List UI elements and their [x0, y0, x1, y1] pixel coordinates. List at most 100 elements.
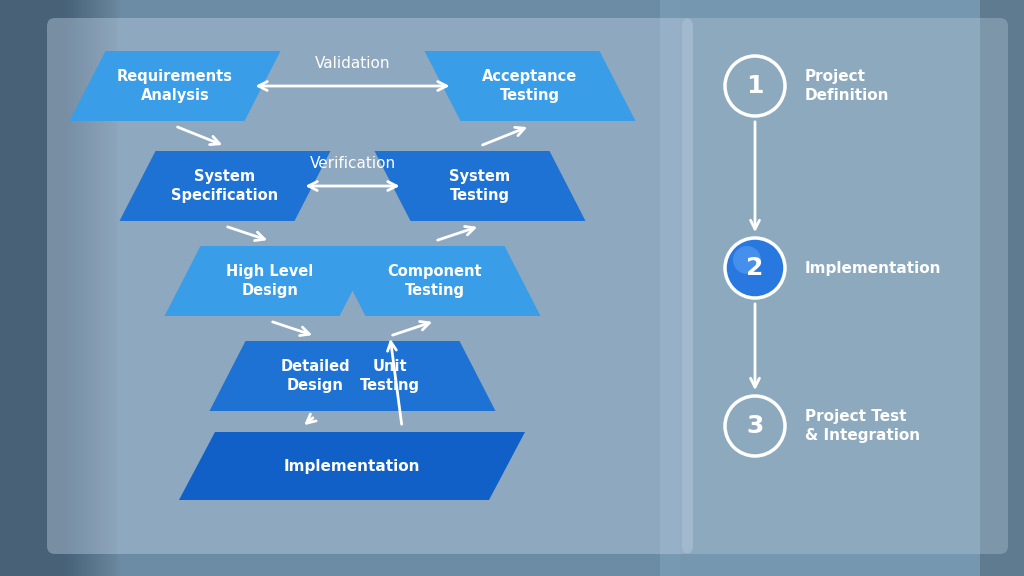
Bar: [0, 0, 76, 576]
Bar: [0, 0, 43, 576]
Bar: [0, 0, 2, 576]
Bar: [0, 0, 12, 576]
Bar: [0, 0, 36, 576]
Bar: [0, 0, 30, 576]
Bar: [0, 0, 5, 576]
Bar: [0, 0, 35, 576]
Bar: [0, 0, 59, 576]
Bar: [0, 0, 23, 576]
Bar: [0, 0, 119, 576]
Bar: [0, 0, 29, 576]
Bar: [0, 0, 96, 576]
Bar: [0, 0, 22, 576]
Bar: [0, 0, 86, 576]
Bar: [0, 0, 41, 576]
Bar: [0, 0, 94, 576]
Bar: [0, 0, 37, 576]
Bar: [0, 0, 69, 576]
Text: Implementation: Implementation: [284, 458, 420, 473]
Bar: [0, 0, 49, 576]
Bar: [0, 0, 83, 576]
Bar: [0, 0, 109, 576]
Text: Implementation: Implementation: [805, 260, 941, 275]
Bar: [0, 0, 120, 576]
Bar: [0, 0, 70, 576]
Bar: [0, 0, 16, 576]
Text: Unit
Testing: Unit Testing: [360, 359, 420, 393]
Text: 2: 2: [746, 256, 764, 280]
Bar: [0, 0, 19, 576]
Bar: [0, 0, 63, 576]
Bar: [0, 0, 39, 576]
Bar: [0, 0, 79, 576]
Bar: [0, 0, 81, 576]
Text: Detailed
Design: Detailed Design: [281, 359, 350, 393]
Text: Project
Definition: Project Definition: [805, 69, 890, 103]
Bar: [0, 0, 25, 576]
Bar: [0, 0, 90, 576]
Bar: [0, 0, 26, 576]
Bar: [0, 0, 60, 576]
Bar: [0, 0, 33, 576]
Polygon shape: [165, 246, 376, 316]
Bar: [0, 0, 18, 576]
Bar: [980, 0, 1024, 576]
Bar: [0, 0, 4, 576]
Polygon shape: [70, 51, 281, 121]
Bar: [0, 0, 52, 576]
Bar: [0, 0, 117, 576]
Bar: [0, 0, 47, 576]
Bar: [0, 0, 74, 576]
Bar: [0, 0, 56, 576]
Bar: [0, 0, 80, 576]
Polygon shape: [375, 151, 586, 221]
Bar: [0, 0, 46, 576]
Bar: [0, 0, 89, 576]
Circle shape: [733, 246, 761, 274]
Bar: [0, 0, 95, 576]
Bar: [0, 0, 91, 576]
Bar: [0, 0, 54, 576]
Bar: [660, 0, 1024, 576]
Text: High Level
Design: High Level Design: [226, 264, 313, 298]
Bar: [0, 0, 87, 576]
Bar: [0, 0, 53, 576]
Text: 3: 3: [746, 414, 764, 438]
Bar: [0, 0, 92, 576]
Bar: [0, 0, 11, 576]
Bar: [0, 0, 34, 576]
Bar: [0, 0, 100, 576]
Bar: [0, 0, 63, 576]
Bar: [0, 0, 77, 576]
Bar: [0, 0, 28, 576]
Bar: [0, 0, 112, 576]
Bar: [0, 0, 6, 576]
Text: System
Testing: System Testing: [450, 169, 511, 203]
Bar: [0, 0, 75, 576]
Bar: [0, 0, 113, 576]
Bar: [0, 0, 58, 576]
Polygon shape: [179, 432, 525, 500]
Bar: [0, 0, 45, 576]
Polygon shape: [330, 246, 541, 316]
Bar: [0, 0, 110, 576]
Text: Requirements
Analysis: Requirements Analysis: [117, 69, 233, 103]
Bar: [0, 0, 97, 576]
Polygon shape: [210, 341, 421, 411]
Bar: [0, 0, 99, 576]
Polygon shape: [425, 51, 636, 121]
Bar: [0, 0, 66, 576]
Bar: [0, 0, 108, 576]
Text: Acceptance
Testing: Acceptance Testing: [482, 69, 578, 103]
Bar: [0, 0, 13, 576]
Text: 1: 1: [746, 74, 764, 98]
Bar: [0, 0, 48, 576]
Bar: [0, 0, 115, 576]
Bar: [0, 0, 88, 576]
Bar: [0, 0, 116, 576]
Bar: [0, 0, 78, 576]
Bar: [0, 0, 67, 576]
Bar: [0, 0, 72, 576]
Bar: [0, 0, 57, 576]
Bar: [0, 0, 20, 576]
